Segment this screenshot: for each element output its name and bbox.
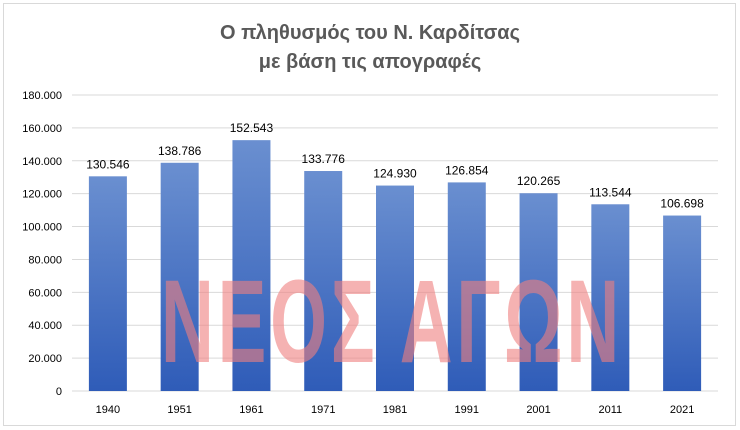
data-label: 106.698	[660, 197, 704, 211]
data-label: 126.854	[445, 163, 489, 177]
data-label: 152.543	[230, 121, 274, 135]
y-tick-label: 140.000	[22, 156, 62, 168]
y-tick-label: 160.000	[22, 123, 62, 135]
x-tick-label: 2021	[670, 404, 694, 416]
chart-subtitle: με βάση τις απογραφές	[258, 51, 482, 73]
x-tick-label: 2001	[526, 404, 550, 416]
bar	[447, 182, 486, 391]
x-tick-label: 1951	[167, 404, 191, 416]
y-tick-label: 60.000	[28, 287, 62, 299]
data-label: 133.776	[302, 152, 346, 166]
data-label: 124.930	[373, 167, 417, 181]
bar	[519, 193, 558, 391]
x-tick-label: 1961	[239, 404, 263, 416]
x-tick-label: 1981	[383, 404, 407, 416]
x-tick-label: 2011	[599, 404, 623, 416]
y-axis-ticks: 0 20.000 40.000 60.000 80.000 100.000 120.000 1…	[22, 90, 62, 398]
bar	[663, 215, 702, 391]
x-tick-label: 1971	[311, 404, 335, 416]
x-tick-label: 1991	[455, 404, 479, 416]
data-label: 113.544	[589, 185, 632, 199]
watermark-text: ΝΕΟΣ ΑΓΩΝ	[161, 256, 623, 388]
bar	[591, 204, 630, 391]
x-tick-label: 1940	[96, 404, 120, 416]
bar	[304, 171, 343, 391]
bar	[160, 162, 199, 391]
y-tick-label: 20.000	[28, 353, 62, 365]
watermark-logo: ΝΕΟΣ ΑΓΩΝ	[161, 256, 623, 388]
x-axis-ticks: 1940 1951 1961 1971 1981 1991 2001 2011 2021	[96, 404, 695, 416]
data-label: 120.265	[517, 174, 561, 188]
data-labels: 130.546 138.786 152.543 133.776 124.930 126.8…	[86, 121, 704, 210]
data-label: 130.546	[86, 157, 130, 171]
data-label: 138.786	[158, 144, 202, 158]
bar	[376, 185, 414, 391]
y-tick-label: 120.000	[22, 189, 62, 201]
bar	[232, 140, 271, 391]
y-tick-label: 40.000	[28, 320, 62, 332]
bar	[88, 176, 127, 391]
y-tick-label: 100.000	[22, 222, 62, 234]
y-tick-label: 80.000	[28, 254, 62, 266]
chart-title: Ο πληθυσμός του Ν. Καρδίτσας	[220, 22, 520, 44]
y-tick-label: 0	[56, 386, 62, 398]
bars	[88, 140, 702, 391]
y-tick-label: 180.000	[22, 90, 62, 102]
